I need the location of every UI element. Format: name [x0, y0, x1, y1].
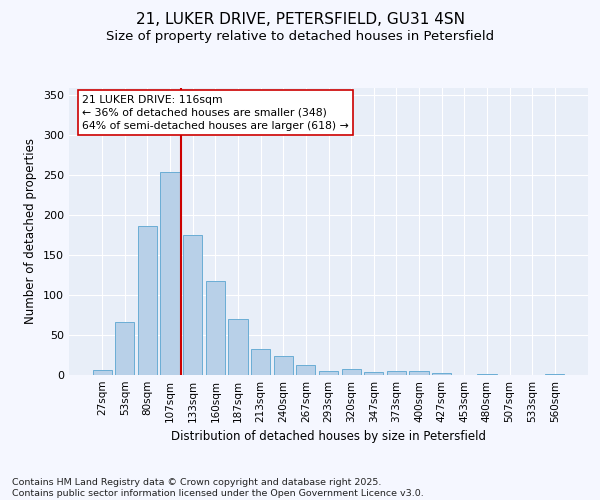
Bar — [364, 372, 383, 375]
X-axis label: Distribution of detached houses by size in Petersfield: Distribution of detached houses by size … — [171, 430, 486, 444]
Bar — [138, 226, 157, 375]
Bar — [319, 371, 338, 375]
Text: 21 LUKER DRIVE: 116sqm
← 36% of detached houses are smaller (348)
64% of semi-de: 21 LUKER DRIVE: 116sqm ← 36% of detached… — [82, 94, 349, 131]
Bar — [409, 371, 428, 375]
Bar — [183, 235, 202, 375]
Bar — [160, 172, 180, 375]
Bar — [92, 370, 112, 375]
Bar — [545, 374, 565, 375]
Text: Contains HM Land Registry data © Crown copyright and database right 2025.
Contai: Contains HM Land Registry data © Crown c… — [12, 478, 424, 498]
Bar — [251, 348, 270, 375]
Bar — [115, 322, 134, 375]
Bar — [274, 356, 293, 375]
Bar — [296, 364, 316, 375]
Y-axis label: Number of detached properties: Number of detached properties — [25, 138, 37, 324]
Bar — [341, 368, 361, 375]
Text: 21, LUKER DRIVE, PETERSFIELD, GU31 4SN: 21, LUKER DRIVE, PETERSFIELD, GU31 4SN — [136, 12, 464, 28]
Bar — [477, 374, 497, 375]
Bar — [387, 371, 406, 375]
Bar — [206, 281, 225, 375]
Bar — [432, 372, 451, 375]
Text: Size of property relative to detached houses in Petersfield: Size of property relative to detached ho… — [106, 30, 494, 43]
Bar — [229, 319, 248, 375]
